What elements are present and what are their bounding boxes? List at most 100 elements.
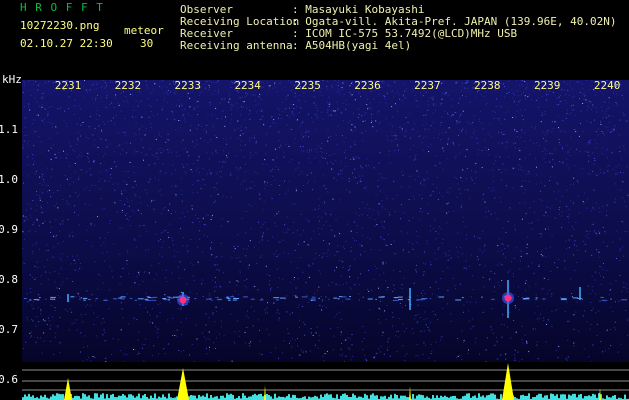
noise-dot <box>118 253 120 255</box>
noise-dot <box>607 170 609 172</box>
noise-dot <box>568 94 570 96</box>
noise-dot <box>114 161 116 163</box>
noise-dot <box>598 272 600 274</box>
noise-dot <box>381 177 383 179</box>
noise-dot <box>421 87 423 89</box>
noise-dot <box>319 91 321 93</box>
noise-dot <box>27 80 29 82</box>
noise-dot <box>537 358 539 360</box>
noise-dot <box>619 81 621 83</box>
noise-dot <box>95 88 97 90</box>
counter-label: meteor <box>124 24 164 37</box>
noise-dot <box>114 123 115 125</box>
echo-dash <box>416 299 420 301</box>
noise-dot <box>462 128 464 130</box>
noise-dot <box>622 221 624 223</box>
noise-dot <box>535 294 537 296</box>
noise-dot <box>97 216 98 218</box>
noise-dot <box>230 87 232 88</box>
noise-dot <box>206 173 208 175</box>
noise-dot <box>428 83 430 85</box>
noise-dot <box>493 290 495 292</box>
noise-dot <box>382 82 384 84</box>
noise-dot <box>479 237 481 239</box>
noise-dot <box>276 156 278 158</box>
noise-dot <box>175 196 177 197</box>
level-bar <box>62 394 64 400</box>
noise-dot <box>335 160 337 162</box>
noise-dot <box>375 194 377 196</box>
noise-dot <box>505 185 507 187</box>
noise-dot <box>327 249 329 251</box>
noise-dot <box>307 113 309 115</box>
noise-dot <box>615 83 617 85</box>
noise-dot <box>93 139 95 141</box>
time-tick-label: 2236 <box>354 79 381 92</box>
noise-dot <box>101 130 102 132</box>
level-bar <box>58 393 60 400</box>
noise-dot <box>74 105 76 107</box>
noise-dot <box>210 247 212 249</box>
noise-dot <box>516 131 518 132</box>
noise-dot <box>605 110 607 112</box>
noise-dot <box>254 135 256 137</box>
level-bar <box>330 394 332 400</box>
noise-dot <box>483 80 485 82</box>
noise-dot <box>538 145 540 146</box>
echo-dash <box>134 299 138 301</box>
noise-dot <box>78 154 80 156</box>
noise-dot <box>138 81 140 83</box>
noise-dot <box>159 254 161 255</box>
noise-dot <box>367 107 369 109</box>
noise-dot <box>499 105 501 107</box>
noise-dot <box>23 220 25 222</box>
noise-dot <box>421 80 423 81</box>
noise-dot <box>131 200 133 202</box>
unit-label: kHz <box>2 73 22 86</box>
noise-dot <box>576 245 577 247</box>
noise-dot <box>452 277 454 279</box>
noise-dot <box>365 165 367 167</box>
noise-dot <box>512 97 514 99</box>
noise-dot <box>260 256 261 258</box>
noise-dot <box>393 81 395 83</box>
noise-dot <box>345 108 347 110</box>
noise-dot <box>216 81 218 83</box>
noise-dot <box>32 164 34 165</box>
noise-dot <box>502 253 504 255</box>
noise-dot <box>331 229 333 231</box>
noise-dot <box>37 266 39 268</box>
level-bar <box>388 396 390 400</box>
noise-dot <box>245 255 247 257</box>
noise-dot <box>259 109 261 111</box>
noise-dot <box>427 128 429 130</box>
noise-dot <box>594 279 596 281</box>
noise-dot <box>202 168 204 170</box>
noise-dot <box>38 225 40 227</box>
noise-dot <box>230 109 232 111</box>
noise-dot <box>221 225 222 227</box>
noise-dot <box>173 91 175 93</box>
noise-dot <box>304 101 306 102</box>
noise-dot <box>538 107 539 108</box>
noise-dot <box>234 290 236 292</box>
noise-dot <box>148 272 150 274</box>
noise-dot <box>484 147 486 148</box>
noise-dot <box>527 96 529 98</box>
noise-dot <box>467 88 469 90</box>
noise-dot <box>554 262 556 264</box>
noise-dot <box>73 181 74 183</box>
noise-dot <box>270 184 272 185</box>
noise-dot <box>38 294 40 296</box>
noise-dot <box>144 189 146 191</box>
noise-dot <box>332 110 334 112</box>
level-bar <box>192 395 194 400</box>
noise-dot <box>154 177 156 179</box>
noise-dot <box>162 208 164 210</box>
level-bar <box>566 398 568 400</box>
noise-dot <box>121 227 123 229</box>
echo-dash <box>455 299 462 301</box>
noise-dot <box>617 104 618 106</box>
noise-dot <box>276 312 278 314</box>
noise-dot <box>491 190 493 192</box>
